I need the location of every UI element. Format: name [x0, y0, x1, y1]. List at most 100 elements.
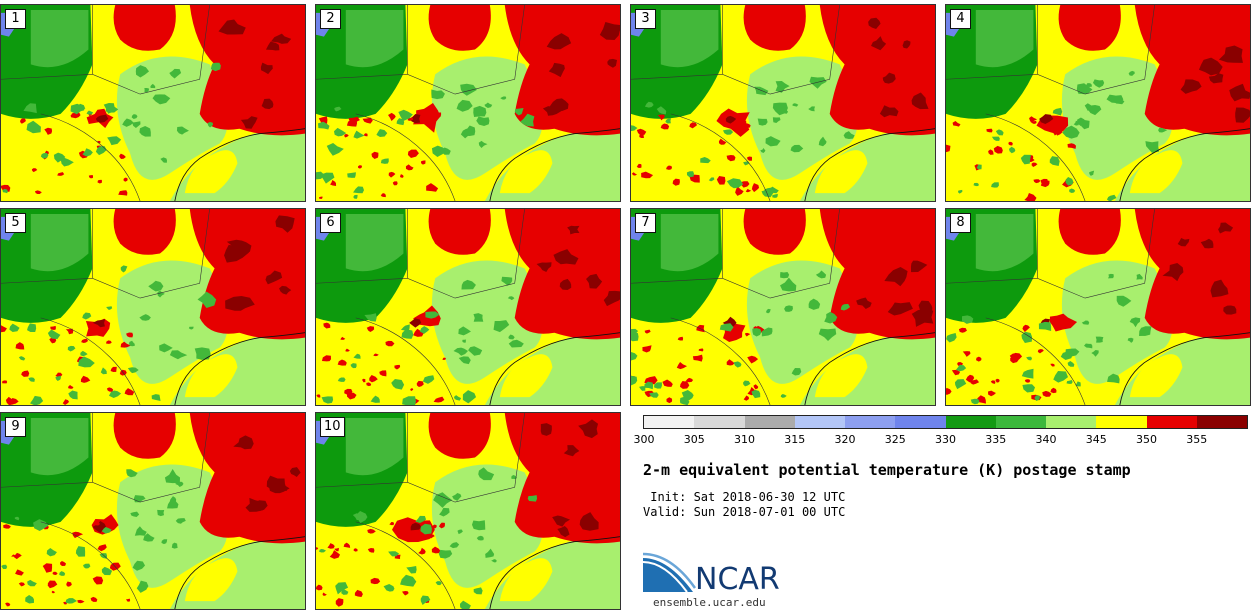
- dark-red-patch: [553, 249, 579, 265]
- central-dark-red-patch: [409, 113, 421, 124]
- red-speckle: [348, 116, 360, 123]
- green-region: [116, 464, 228, 588]
- dark-red-patch: [578, 419, 599, 439]
- north-red-region: [113, 5, 176, 51]
- red-speckle: [51, 590, 56, 594]
- red-speckle: [1011, 352, 1023, 361]
- red-speckle: [394, 364, 401, 370]
- dark-red-patch: [1223, 305, 1237, 315]
- state-border: [1, 73, 93, 80]
- green-speckle: [370, 395, 380, 403]
- green-speckle: [760, 147, 766, 153]
- green-speckle: [23, 103, 37, 114]
- green-speckle: [335, 582, 349, 595]
- dark-red-patch: [563, 445, 580, 457]
- green-speckle: [1075, 381, 1081, 387]
- green-speckle: [318, 549, 327, 553]
- green-speckle: [751, 389, 761, 399]
- green-speckle: [473, 313, 484, 322]
- red-speckle: [433, 396, 445, 403]
- green-speckle: [1091, 350, 1099, 357]
- coastline: [1119, 332, 1250, 405]
- green-speckle: [157, 509, 165, 517]
- red-speckle: [124, 388, 135, 396]
- red-speckle: [57, 172, 65, 176]
- dark-red-patch: [1198, 57, 1223, 76]
- green-speckle: [478, 467, 495, 481]
- colorbar-segment: [694, 416, 745, 428]
- green-speckle: [101, 566, 113, 576]
- red-speckle: [1055, 129, 1063, 136]
- red-speckle: [81, 338, 89, 344]
- figure-title: 2-m equivalent potential temperature (K)…: [643, 461, 1131, 479]
- green-speckle: [400, 324, 410, 331]
- green-speckle: [175, 481, 184, 488]
- green-speckle: [406, 566, 417, 574]
- green-speckle: [164, 469, 181, 484]
- red-speckle: [718, 138, 727, 145]
- red-speckle: [986, 128, 993, 133]
- green-speckle: [508, 339, 524, 348]
- green-speckle: [461, 279, 476, 290]
- green-speckle: [169, 68, 182, 79]
- green-speckle: [1095, 336, 1104, 343]
- coastal-yellow-region: [1129, 150, 1183, 194]
- red-speckle: [119, 153, 126, 160]
- green-speckle: [333, 127, 347, 137]
- green-speckle: [337, 377, 346, 382]
- red-speckle: [97, 140, 101, 144]
- red-speckle: [405, 164, 414, 171]
- red-speckle: [18, 582, 25, 587]
- state-border: [40, 113, 141, 201]
- coastal-yellow-region: [499, 354, 553, 398]
- red-speckle: [316, 547, 319, 550]
- central-dark-red-patch: [410, 522, 422, 531]
- red-speckle: [92, 576, 104, 585]
- green-speckle: [101, 527, 112, 534]
- colorbar-segment: [895, 416, 946, 428]
- coastal-yellow-region: [499, 150, 553, 194]
- north-red-region: [1058, 5, 1121, 51]
- red-speckle: [344, 388, 353, 395]
- colorbar-segment: [644, 416, 695, 428]
- green-speckle: [1021, 368, 1034, 379]
- green-speckle: [639, 386, 646, 391]
- state-border: [316, 73, 408, 80]
- green-speckle: [169, 350, 188, 360]
- west-mid-green-region: [345, 213, 404, 272]
- green-speckle: [631, 333, 639, 342]
- green-speckle: [514, 108, 524, 116]
- red-speckle: [369, 375, 378, 383]
- red-speckle: [344, 134, 349, 138]
- red-speckle: [388, 171, 396, 178]
- green-speckle: [152, 281, 161, 288]
- green-speckle: [457, 529, 463, 535]
- red-speckle: [689, 122, 698, 129]
- dark-red-patch: [233, 435, 254, 450]
- green-speckle: [790, 144, 804, 153]
- green-speckle: [780, 394, 787, 398]
- postage-stamp-panel: 6: [315, 208, 621, 406]
- green-speckle: [60, 157, 74, 167]
- green-speckle: [1089, 170, 1095, 176]
- red-speckle: [642, 345, 652, 353]
- red-speckle: [97, 179, 102, 184]
- green-speckle: [188, 326, 194, 330]
- state-border: [92, 413, 210, 503]
- dark-red-patch: [245, 497, 266, 512]
- green-speckle: [65, 598, 77, 604]
- northeast-red-region: [189, 209, 305, 340]
- colorbar-tick-label: 310: [734, 433, 755, 446]
- green-speckle: [1073, 120, 1079, 126]
- red-speckle: [428, 534, 435, 539]
- red-speckle: [745, 188, 752, 193]
- red-speckle: [743, 123, 751, 129]
- red-speckle: [400, 174, 404, 178]
- red-speckle: [631, 172, 638, 176]
- northeast-red-region: [1134, 209, 1250, 340]
- red-speckle: [952, 121, 961, 127]
- red-speckle: [126, 332, 134, 338]
- green-speckle: [419, 326, 430, 334]
- equivalent-potential-temperature-map: [1, 413, 305, 609]
- coastal-yellow-region: [184, 558, 238, 602]
